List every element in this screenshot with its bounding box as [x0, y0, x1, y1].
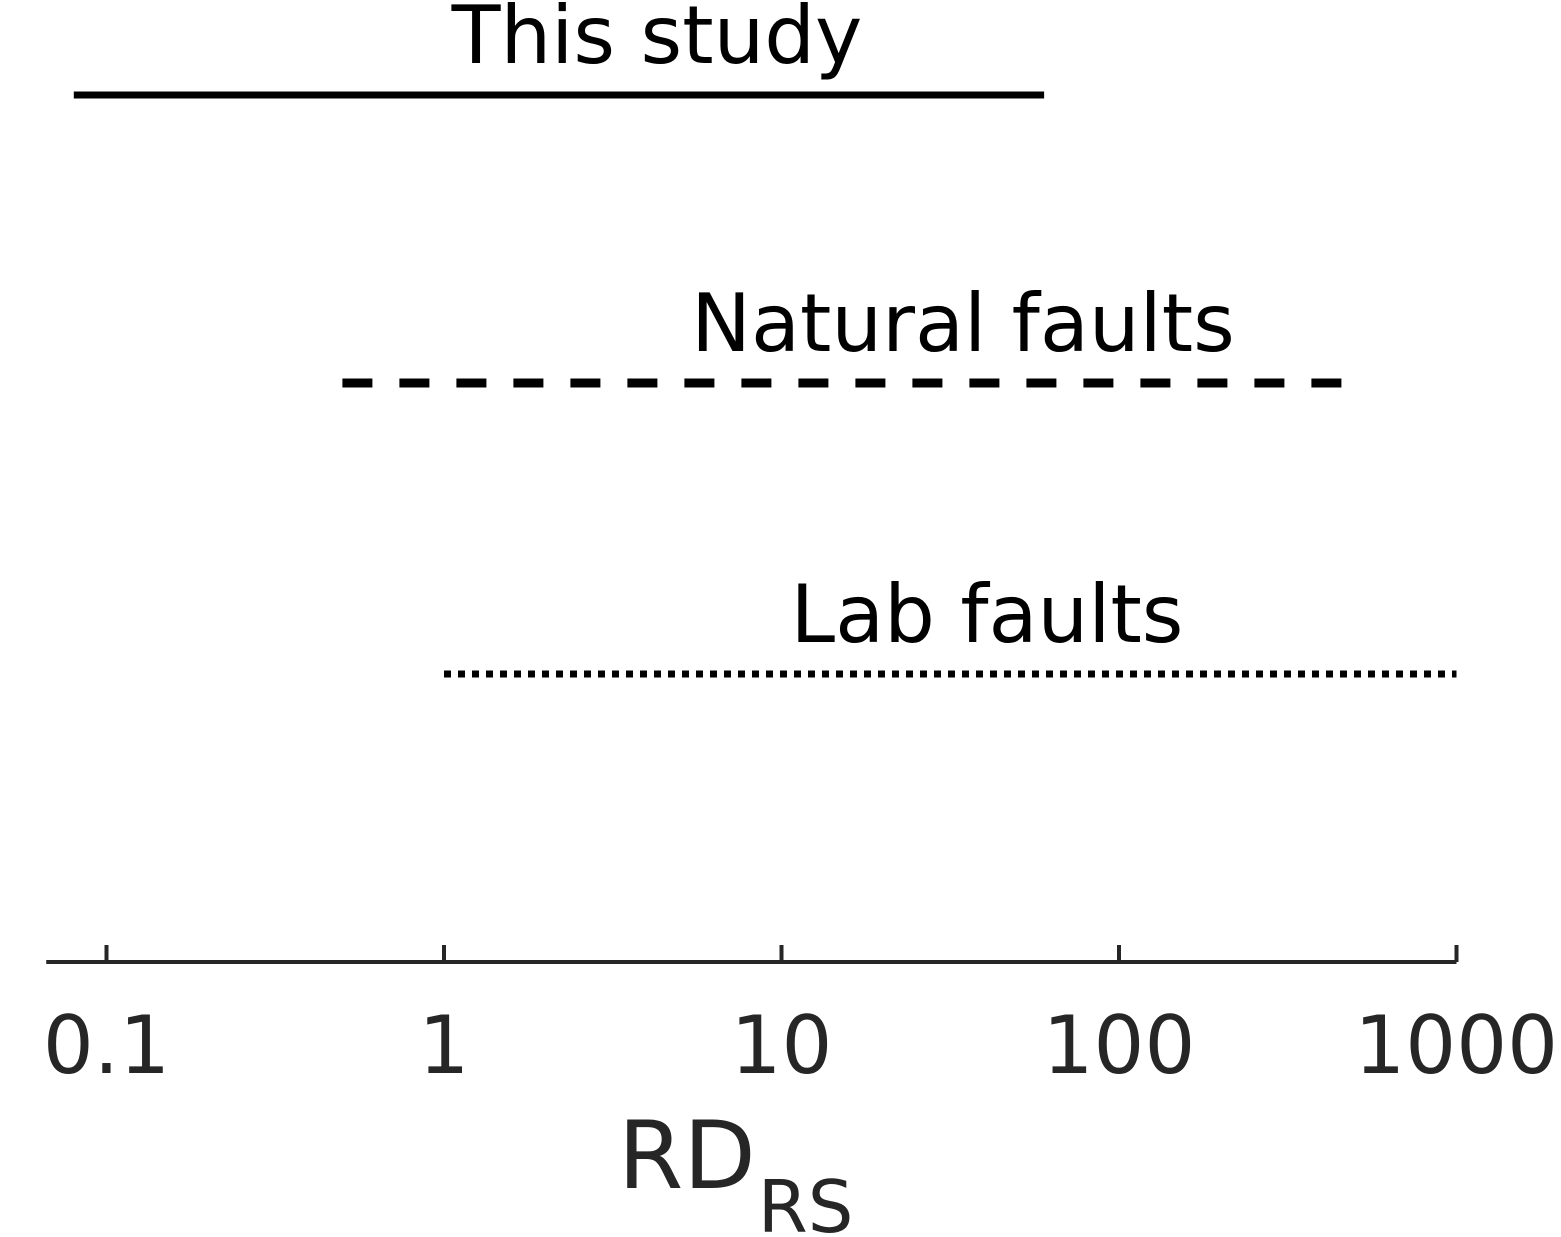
x-axis-label-subscript: RS — [758, 1165, 854, 1237]
this-study-label: This study — [451, 0, 863, 82]
x-tick-label: 0.1 — [43, 999, 170, 1092]
lab-faults-label: Lab faults — [791, 568, 1184, 661]
x-axis-label: RDRS — [618, 1102, 853, 1237]
x-axis-label-main: RD — [618, 1102, 756, 1211]
x-tick-label: 100 — [1043, 999, 1196, 1092]
x-axis: 0.1 1 10 100 1000 — [43, 945, 1558, 1092]
natural-faults-label: Natural faults — [691, 277, 1235, 370]
x-tick-label: 1 — [419, 999, 470, 1092]
x-tick-label: 1000 — [1354, 999, 1558, 1092]
range-group: This study Natural faults Lab faults — [73, 0, 1457, 678]
x-tick-label: 10 — [731, 999, 833, 1092]
